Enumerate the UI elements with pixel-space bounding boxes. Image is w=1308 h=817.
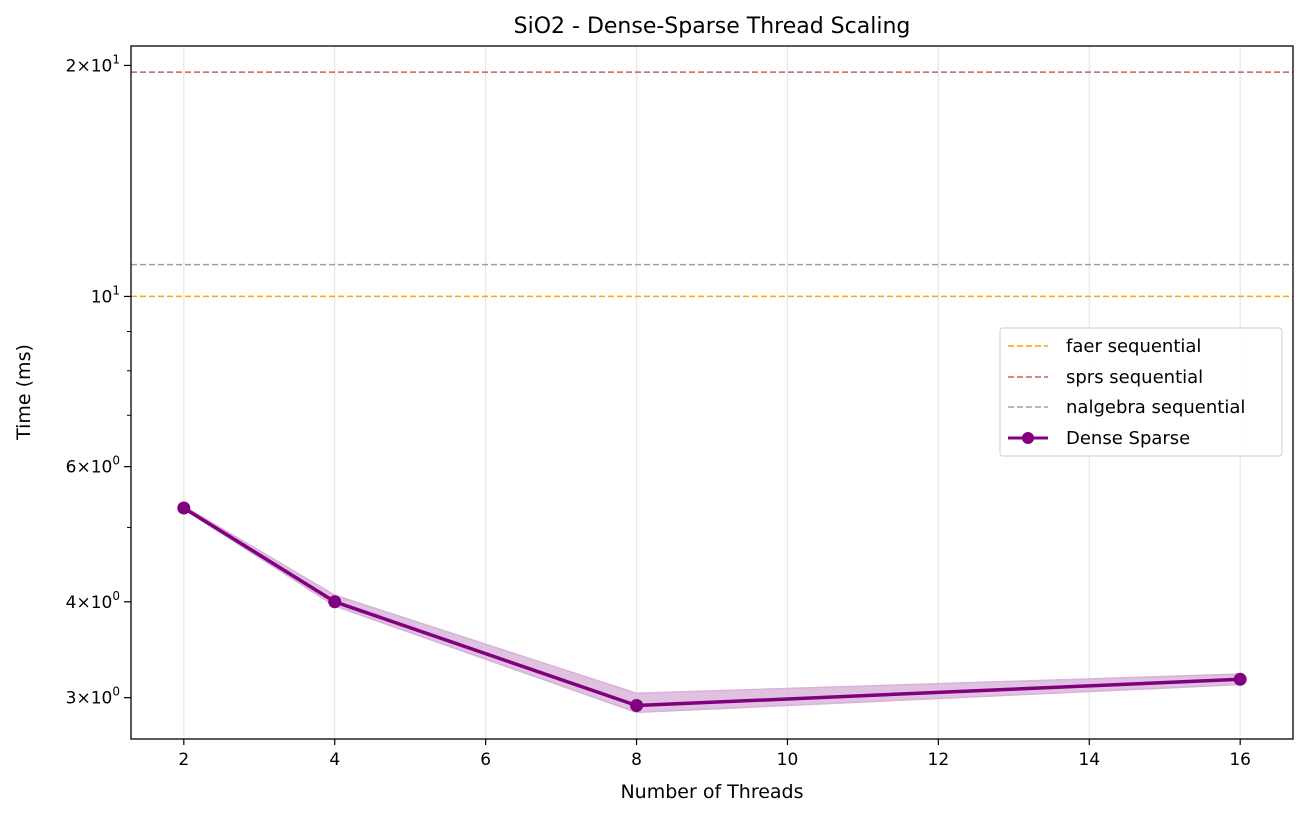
x-tick-label: 12 [928,750,950,770]
grid-layer [183,46,1241,739]
series-layer [177,501,1247,714]
y-tick-label: 6×100 [66,454,120,478]
chart-title: SiO2 - Dense-Sparse Thread Scaling [514,14,911,39]
x-tick-label: 2 [178,750,189,770]
legend-label-dense-sparse: Dense Sparse [1066,428,1190,449]
data-point [328,595,342,609]
y-axis-label: Time (ms) [13,344,35,441]
legend-marker-dense-sparse [1022,432,1034,444]
reference-lines [131,71,1293,298]
x-tick-label: 6 [480,750,491,770]
x-axis-label: Number of Threads [620,781,803,803]
legend-label-nalgebra: nalgebra sequential [1066,397,1245,418]
y-tick-label: 2×101 [66,52,120,76]
x-tick-label: 14 [1078,750,1100,770]
y-tick-label: 101 [91,283,120,307]
y-tick-label: 4×100 [66,589,120,613]
legend-label-faer: faer sequential [1066,336,1201,357]
plot-frame [130,45,1294,740]
series-line [182,506,1241,708]
legend-box [999,327,1283,457]
x-tick-label: 10 [777,750,799,770]
y-axis-ticks: 3×100 4×100 6×100 101 2×101 [66,52,131,709]
legend-label-sprs: sprs sequential [1066,367,1203,388]
data-point [177,501,191,515]
x-tick-label: 16 [1229,750,1251,770]
data-point [630,699,644,713]
x-axis-ticks: 2 4 6 8 10 12 14 16 [178,739,1251,770]
x-tick-label: 8 [631,750,642,770]
x-tick-label: 4 [329,750,340,770]
y-tick-label: 3×100 [66,685,120,709]
data-point [1233,672,1247,686]
legend: faer sequential sprs sequential nalgebra… [999,327,1283,457]
